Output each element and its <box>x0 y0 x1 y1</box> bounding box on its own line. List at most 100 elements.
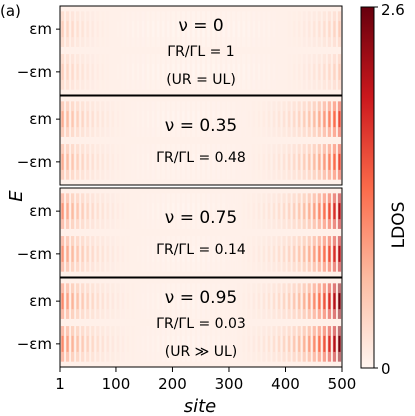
colorbar-label: LDOS <box>389 202 409 249</box>
ldos-stripe-core <box>76 335 79 352</box>
ldos-stripe-core <box>162 245 165 262</box>
ldos-stripe-core <box>273 203 276 220</box>
ldos-stripe-core <box>101 153 104 170</box>
x-tick-label: 1 <box>55 375 65 393</box>
ldos-stripe-core <box>197 293 200 310</box>
ldos-stripe-core <box>318 111 321 128</box>
ldos-stripe-core <box>101 203 104 220</box>
ldos-stripe-core <box>338 21 341 38</box>
ldos-stripe-core <box>101 245 104 262</box>
ldos-stripe-core <box>177 153 180 170</box>
ldos-stripe-core <box>61 245 64 262</box>
ldos-stripe-core <box>182 21 185 38</box>
ldos-stripe-core <box>227 111 230 128</box>
ldos-stripe-core <box>106 335 109 352</box>
ldos-stripe-core <box>152 111 155 128</box>
ldos-stripe-core <box>76 203 79 220</box>
ldos-stripe-core <box>257 21 260 38</box>
ldos-stripe-core <box>237 111 240 128</box>
ldos-stripe-core <box>202 245 205 262</box>
ldos-stripe-core <box>172 111 175 128</box>
ldos-stripe-core <box>333 245 336 262</box>
ldos-stripe-core <box>283 245 286 262</box>
ldos-stripe-core <box>313 153 316 170</box>
ldos-stripe-core <box>288 111 291 128</box>
ldos-stripe-core <box>252 335 255 352</box>
ldos-stripe-core <box>232 335 235 352</box>
ldos-stripe-core <box>187 21 190 38</box>
panel-nu-label: ν = 0 <box>178 16 223 36</box>
ldos-stripe-core <box>91 63 94 80</box>
ldos-stripe-core <box>137 153 140 170</box>
ldos-stripe-core <box>182 111 185 128</box>
ldos-stripe-core <box>71 293 74 310</box>
ldos-stripe-core <box>267 293 270 310</box>
ldos-stripe-core <box>247 335 250 352</box>
ldos-stripe-core <box>252 293 255 310</box>
ldos-stripe-core <box>147 111 150 128</box>
ldos-stripe-core <box>303 293 306 310</box>
ldos-stripe-core <box>293 21 296 38</box>
ldos-stripe-core <box>247 293 250 310</box>
ldos-stripe-core <box>303 203 306 220</box>
ldos-stripe-core <box>177 293 180 310</box>
ldos-stripe-core <box>106 203 109 220</box>
ldos-stripe-core <box>318 63 321 80</box>
ldos-stripe-core <box>262 335 265 352</box>
ldos-stripe-core <box>232 245 235 262</box>
ldos-stripe-core <box>202 63 205 80</box>
ldos-stripe-core <box>71 63 74 80</box>
ldos-stripe-core <box>237 245 240 262</box>
ldos-stripe-core <box>227 63 230 80</box>
x-tick-label: 500 <box>328 375 357 393</box>
ldos-stripe-core <box>328 21 331 38</box>
ldos-stripe-core <box>273 63 276 80</box>
ldos-stripe-core <box>157 111 160 128</box>
ldos-stripe-core <box>298 245 301 262</box>
ldos-stripe-core <box>71 153 74 170</box>
ldos-stripe-core <box>257 153 260 170</box>
ldos-stripe-core <box>76 245 79 262</box>
ldos-stripe-core <box>61 335 64 352</box>
ldos-stripe-core <box>283 153 286 170</box>
ldos-stripe-core <box>71 245 74 262</box>
ldos-stripe-core <box>293 335 296 352</box>
ldos-stripe-core <box>323 153 326 170</box>
ldos-stripe-core <box>121 153 124 170</box>
ldos-stripe-core <box>262 245 265 262</box>
ldos-stripe-core <box>313 111 316 128</box>
ldos-stripe-core <box>217 21 220 38</box>
ldos-stripe-core <box>212 21 215 38</box>
ldos-stripe-core <box>242 63 245 80</box>
panel-note-label: (UR ≫ UL) <box>165 344 238 360</box>
ldos-stripe-core <box>177 111 180 128</box>
ldos-stripe-core <box>66 293 69 310</box>
ldos-stripe-core <box>142 335 145 352</box>
ldos-stripe-core <box>237 153 240 170</box>
ldos-stripe-core <box>288 21 291 38</box>
ldos-stripe-core <box>197 245 200 262</box>
ldos-stripe-core <box>303 153 306 170</box>
ldos-stripe-core <box>81 293 84 310</box>
colorbar-min-label: 0 <box>381 360 391 378</box>
ldos-stripe-core <box>293 153 296 170</box>
ldos-stripe-core <box>217 111 220 128</box>
ldos-stripe-core <box>298 335 301 352</box>
ldos-stripe-core <box>283 21 286 38</box>
ldos-stripe-core <box>81 111 84 128</box>
panel-ratio-label: ΓR/ΓL = 0.48 <box>156 150 246 166</box>
ldos-stripe-core <box>207 335 210 352</box>
ldos-stripe-core <box>152 21 155 38</box>
ldos-stripe-core <box>192 63 195 80</box>
ldos-stripe-core <box>172 335 175 352</box>
ldos-stripe-core <box>111 111 114 128</box>
ldos-stripe-core <box>142 153 145 170</box>
ldos-stripe-core <box>222 293 225 310</box>
ldos-stripe-core <box>142 245 145 262</box>
ldos-stripe-core <box>318 203 321 220</box>
ldos-stripe-core <box>217 293 220 310</box>
ldos-stripe-core <box>76 21 79 38</box>
ldos-stripe-core <box>106 245 109 262</box>
ldos-stripe-core <box>313 293 316 310</box>
